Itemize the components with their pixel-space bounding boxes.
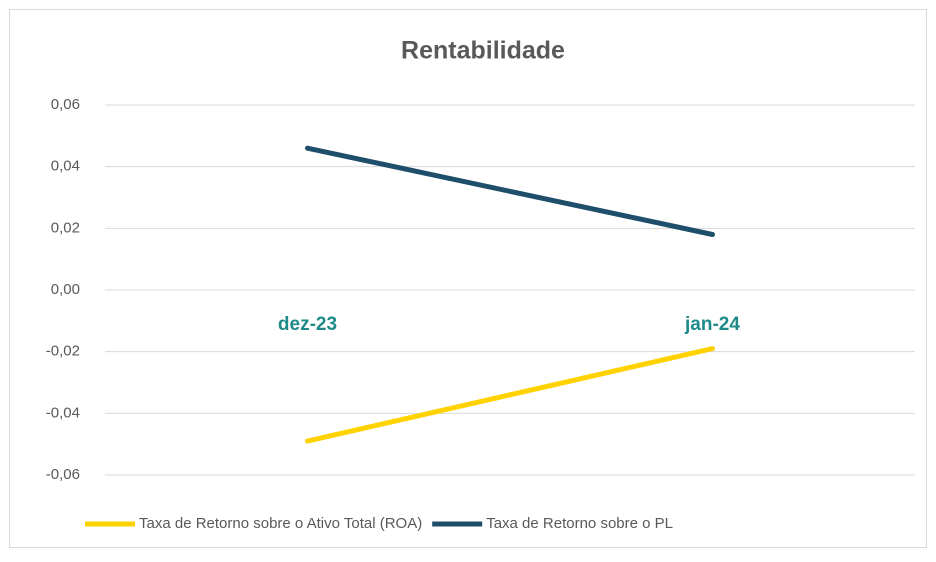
category-label: dez-23 (278, 314, 337, 335)
legend-label: Taxa de Retorno sobre o Ativo Total (ROA… (139, 515, 422, 532)
series-line (305, 346, 715, 444)
y-tick-label: 0,04 (51, 158, 80, 175)
y-tick-label: 0,02 (51, 219, 80, 236)
category-label: jan-24 (684, 314, 740, 335)
series-line (305, 145, 715, 237)
chart-border (9, 9, 927, 548)
y-tick-label: -0,02 (46, 343, 80, 360)
y-tick-label: 0,00 (51, 281, 80, 298)
y-tick-label: -0,06 (46, 466, 80, 483)
y-tick-label: -0,04 (46, 404, 80, 421)
chart-title: Rentabilidade (401, 37, 565, 65)
legend-label: Taxa de Retorno sobre o PL (486, 515, 673, 532)
y-tick-label: 0,06 (51, 96, 80, 113)
